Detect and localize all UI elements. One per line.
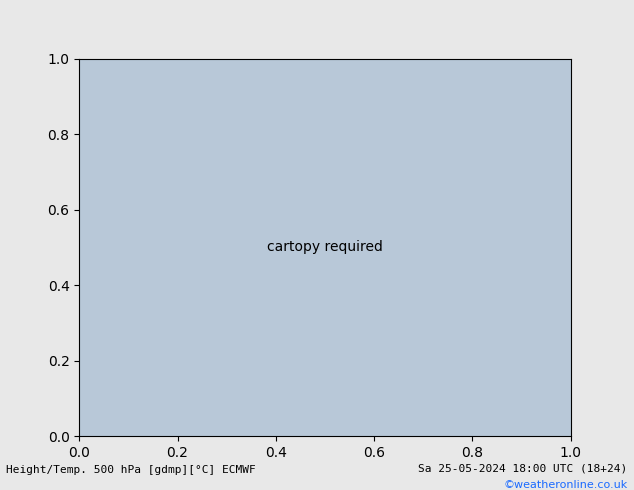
Text: cartopy required: cartopy required — [267, 241, 383, 254]
Text: ©weatheronline.co.uk: ©weatheronline.co.uk — [503, 480, 628, 490]
Text: Sa 25-05-2024 18:00 UTC (18+24): Sa 25-05-2024 18:00 UTC (18+24) — [418, 463, 628, 473]
Text: Height/Temp. 500 hPa [gdmp][°C] ECMWF: Height/Temp. 500 hPa [gdmp][°C] ECMWF — [6, 465, 256, 475]
